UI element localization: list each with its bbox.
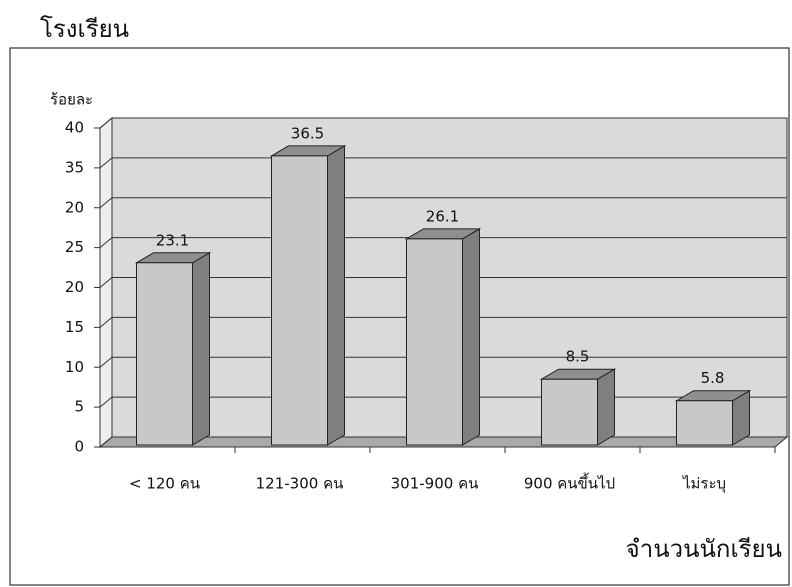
y-axis-label: ร้อยละ <box>50 91 93 109</box>
y-tick-label: 25 <box>65 238 84 256</box>
bar-side <box>462 227 480 446</box>
grid-line <box>99 117 787 129</box>
bar-front <box>271 155 328 446</box>
y-tick-label: 35 <box>65 158 84 176</box>
bar-side <box>597 368 615 446</box>
bar <box>674 389 752 446</box>
bar <box>539 368 617 446</box>
x-tick-label: < 120 คน <box>129 475 200 493</box>
value-label: 23.1 <box>156 231 189 249</box>
bar <box>269 145 347 446</box>
chart-title: โรงเรียน <box>40 15 129 43</box>
y-tick-label: 15 <box>65 318 84 336</box>
value-label: 5.8 <box>701 369 725 387</box>
grid-line <box>99 316 787 328</box>
grid-line <box>99 157 787 169</box>
x-tick-label: 900 คนขึ้นไป <box>524 473 615 493</box>
grid-line <box>99 197 787 209</box>
bar-front <box>136 262 193 446</box>
bar-front <box>676 400 733 446</box>
bar-front <box>541 378 598 446</box>
grid-line <box>99 237 787 249</box>
grid-line <box>99 356 787 368</box>
value-label: 8.5 <box>566 348 590 366</box>
x-tick-label: 301-900 คน <box>391 475 479 493</box>
x-axis-label: จำนวนนักเรียน <box>626 535 782 563</box>
value-label: 36.5 <box>291 124 324 142</box>
bar-side <box>192 251 210 446</box>
y-tick-label: 20 <box>65 278 84 296</box>
bar <box>404 227 482 446</box>
bar <box>134 251 212 446</box>
x-tick-label: 121-300 คน <box>256 475 344 493</box>
y-tick-label: 40 <box>65 119 84 137</box>
grid-line <box>99 277 787 288</box>
x-tick-label: ไม่ระบุ <box>682 475 726 494</box>
value-label: 26.1 <box>426 207 459 225</box>
y-tick-label: 10 <box>65 358 84 376</box>
bar-side <box>327 145 345 446</box>
y-tick-label: 0 <box>74 438 84 456</box>
y-tick-label: 5 <box>74 398 84 416</box>
bar-front <box>406 238 463 446</box>
y-tick-label: 20 <box>65 198 84 216</box>
